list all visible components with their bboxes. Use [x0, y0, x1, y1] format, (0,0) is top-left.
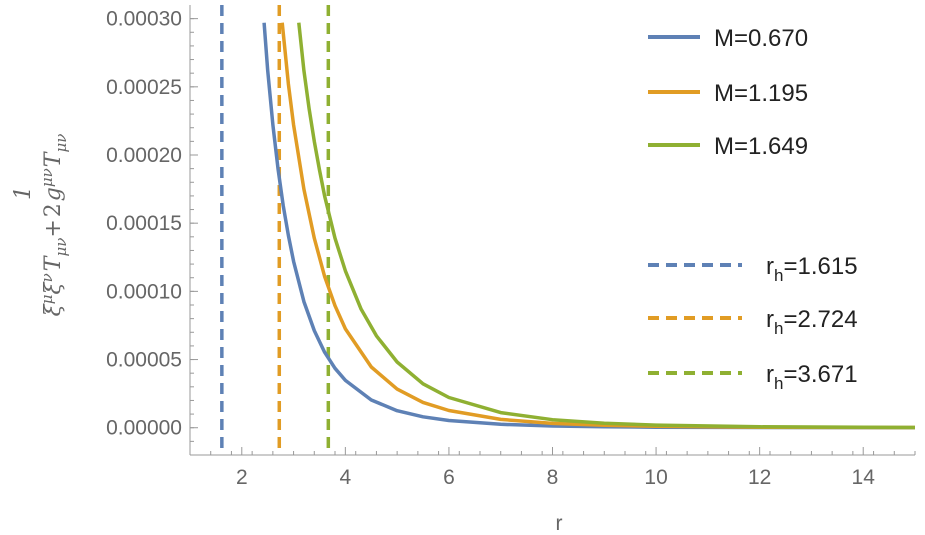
svg-text:ξμξνTμν+2gμνTμν: ξμξνTμν+2gμνTμν [38, 134, 70, 317]
x-tick-label: 8 [547, 466, 559, 489]
legend-label: rh=1.615 [766, 253, 858, 285]
y-ticks: 0.00000 0.00005 0.00010 0.00015 0.00020 0.000… [106, 8, 198, 442]
y-tick-label: 0.00010 [106, 280, 182, 303]
x-tick-label: 14 [852, 466, 876, 489]
x-tick-label: 10 [644, 466, 667, 489]
y-tick-label: 0.00005 [106, 349, 182, 372]
y-axis-title-fraction-numerator: 1 [11, 186, 36, 200]
legend: M=0.670 M=1.195 M=1.649 rh=1.615 rh=2.724 rh=… [648, 25, 858, 393]
y-tick-label: 0.00000 [106, 417, 182, 440]
series-line [297, 22, 916, 430]
legend-label: M=1.195 [714, 80, 808, 107]
y-tick-label: 0.00030 [106, 8, 182, 31]
x-tick-label: 12 [748, 466, 771, 489]
y-tick-label: 0.00025 [106, 76, 182, 99]
series-line [262, 22, 916, 430]
x-axis-title: r [556, 512, 563, 535]
vertical-lines [220, 5, 331, 448]
y-tick-label: 0.00020 [106, 144, 182, 167]
x-tick-label: 4 [340, 466, 352, 489]
legend-label: M=1.649 [714, 133, 808, 160]
legend-label: rh=2.724 [766, 306, 858, 338]
x-tick-label: 6 [443, 466, 455, 489]
x-tick-label: 2 [236, 466, 248, 489]
x-ticks: 2 4 6 8 10 12 14 [189, 447, 916, 489]
series-line [280, 22, 916, 430]
y-axis-title: ξμξνTμν+2gμνTμν 1 [11, 134, 70, 317]
curves [262, 22, 916, 430]
y-tick-label: 0.00015 [106, 212, 182, 235]
legend-label: rh=3.671 [766, 361, 858, 393]
legend-label: M=0.670 [714, 25, 808, 52]
